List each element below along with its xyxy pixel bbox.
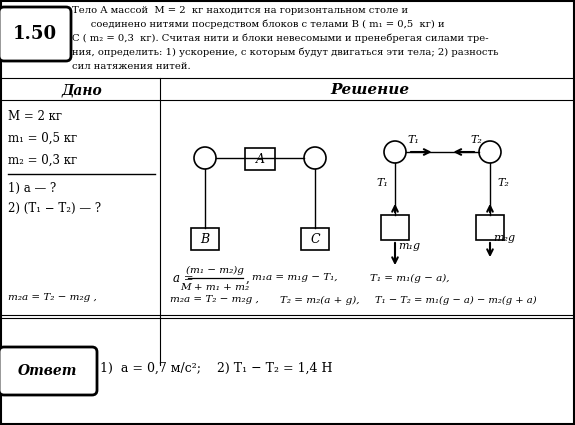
Text: 2) (T₁ − T₂) — ?: 2) (T₁ − T₂) — ? [8,201,101,215]
Text: m₁a = m₁g − T₁,: m₁a = m₁g − T₁, [252,274,338,283]
Text: 1)  a = 0,7 м/с²;    2) T₁ − T₂ = 1,4 Н: 1) a = 0,7 м/с²; 2) T₁ − T₂ = 1,4 Н [100,362,332,374]
Text: Тело A массой  M = 2  кг находится на горизонтальном столе и: Тело A массой M = 2 кг находится на гори… [72,6,408,14]
Text: 1.50: 1.50 [13,25,57,43]
Text: a =: a = [173,272,194,284]
Text: соединено нитями посредством блоков с телами B ( m₁ = 0,5  кг) и: соединено нитями посредством блоков с те… [72,19,444,29]
Text: M + m₁ + m₂: M + m₁ + m₂ [181,283,250,292]
Text: T₁: T₁ [407,135,419,145]
Text: T₁: T₁ [376,178,388,188]
Text: T₂: T₂ [497,178,509,188]
Text: C: C [310,232,320,246]
Text: m₁ = 0,5 кг: m₁ = 0,5 кг [8,131,77,144]
Text: ния, определить: 1) ускорение, с которым будут двигаться эти тела; 2) разность: ния, определить: 1) ускорение, с которым… [72,47,499,57]
Text: C ( m₂ = 0,3  кг). Считая нити и блоки невесомыми и пренебрегая силами тре-: C ( m₂ = 0,3 кг). Считая нити и блоки не… [72,33,489,43]
Text: B: B [201,232,209,246]
Text: T₂ = m₂(a + g),: T₂ = m₂(a + g), [280,295,359,305]
Text: 1) a — ?: 1) a — ? [8,181,56,195]
Text: m₂a = T₂ − m₂g ,: m₂a = T₂ − m₂g , [8,294,97,303]
FancyBboxPatch shape [381,215,409,240]
Text: T₁ = m₁(g − a),: T₁ = m₁(g − a), [370,273,450,283]
FancyBboxPatch shape [476,215,504,240]
Text: Решение: Решение [331,83,409,97]
Text: m₂ = 0,3 кг: m₂ = 0,3 кг [8,153,77,167]
Text: m₁g: m₁g [398,241,420,251]
Text: Ответ: Ответ [18,364,78,378]
Text: M = 2 кг: M = 2 кг [8,110,62,122]
FancyBboxPatch shape [191,228,219,250]
FancyBboxPatch shape [245,148,275,170]
FancyBboxPatch shape [0,347,97,395]
FancyBboxPatch shape [0,7,71,61]
FancyBboxPatch shape [301,228,329,250]
Text: (m₁ − m₂)g: (m₁ − m₂)g [186,266,244,275]
Text: T₁ − T₂ = m₁(g − a) − m₂(g + a): T₁ − T₂ = m₁(g − a) − m₂(g + a) [375,295,536,305]
Text: m₂a = T₂ − m₂g ,: m₂a = T₂ − m₂g , [170,295,259,304]
Text: Дано: Дано [62,83,102,97]
Text: m₂g: m₂g [493,233,515,243]
Text: ,: , [246,272,250,284]
Text: A: A [255,153,264,165]
Text: сил натяжения нитей.: сил натяжения нитей. [72,62,191,71]
Text: T₂: T₂ [470,135,482,145]
